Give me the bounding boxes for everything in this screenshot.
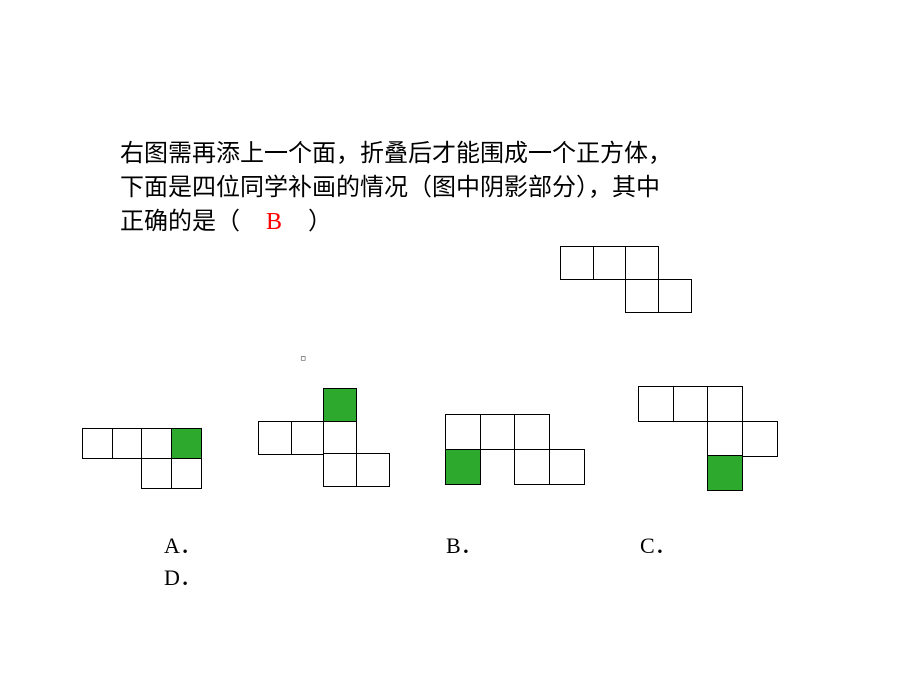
label-b: B． <box>446 528 483 560</box>
dot-marker: ▫ <box>300 348 306 369</box>
cell <box>658 279 692 313</box>
cell <box>638 386 674 422</box>
label-d: D． <box>164 560 202 592</box>
q3-post: ） <box>308 209 332 235</box>
question-line3: 正确的是（ B ） <box>120 206 332 240</box>
label-a: A． <box>164 528 202 560</box>
cell <box>112 428 143 459</box>
cell <box>323 453 357 487</box>
cell <box>625 246 659 280</box>
cell <box>549 449 585 485</box>
cell <box>514 414 550 450</box>
question-line2: 下面是四位同学补画的情况（图中阴影部分），其中 <box>120 172 660 206</box>
cell <box>258 421 292 455</box>
answer-letter: B <box>266 209 282 235</box>
cell <box>560 246 594 280</box>
cell <box>323 421 357 455</box>
cell <box>445 414 481 450</box>
cell <box>707 421 743 457</box>
cell <box>356 453 390 487</box>
cell <box>141 458 172 489</box>
shaded-cell <box>323 388 357 422</box>
q3-pre: 正确的是（ <box>120 209 240 235</box>
cell <box>480 414 516 450</box>
cell <box>673 386 709 422</box>
cell <box>82 428 113 459</box>
label-c: C． <box>640 528 677 560</box>
shaded-cell <box>707 455 743 491</box>
cell <box>593 246 627 280</box>
cell <box>141 428 172 459</box>
cell <box>171 458 202 489</box>
question-line1: 右图需再添上一个面，折叠后才能围成一个正方体， <box>120 138 672 172</box>
cell <box>514 449 550 485</box>
shaded-cell <box>445 449 481 485</box>
cell <box>742 421 778 457</box>
cell <box>625 279 659 313</box>
shaded-cell <box>171 428 202 459</box>
cell <box>291 421 325 455</box>
cell <box>707 386 743 422</box>
